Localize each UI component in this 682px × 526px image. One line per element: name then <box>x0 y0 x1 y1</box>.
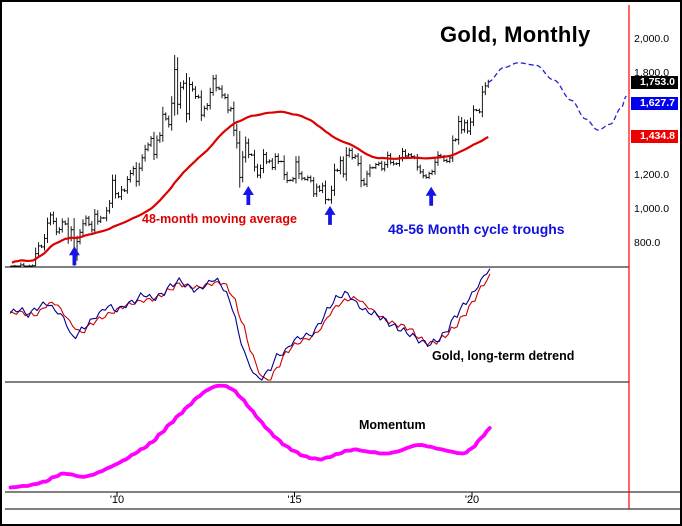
price-flag: 1,627.7 <box>631 97 678 111</box>
x-axis-ticks <box>116 492 473 497</box>
moving-average-annotation: 48-month moving average <box>142 212 297 226</box>
detrend-lines <box>9 268 491 381</box>
y-axis-tick-label: 1,800.0 <box>634 67 670 79</box>
panel-frame <box>5 5 680 510</box>
projection-line <box>487 62 627 131</box>
detrend-panel-label: Gold, long-term detrend <box>432 349 575 363</box>
y-axis-tick-label: 1,200.0 <box>634 169 670 181</box>
price-flags: 1,753.0 1,627.7 1,434.8 <box>631 2 680 524</box>
momentum-panel-label: Momentum <box>359 418 426 432</box>
up-arrow-icon <box>242 185 254 205</box>
price-flag: 1,753.0 <box>631 75 678 89</box>
up-arrow-icon <box>425 186 437 206</box>
momentum-line <box>8 383 492 490</box>
cycle-troughs-annotation: 48-56 Month cycle troughs <box>388 221 565 237</box>
cycle-trough-arrows <box>68 185 437 266</box>
moving-average-line <box>11 110 489 264</box>
x-axis: '10 '15 '20 <box>2 494 680 508</box>
up-arrow-icon <box>324 205 336 225</box>
x-axis-tick-label: '20 <box>464 494 480 506</box>
up-arrow-icon <box>68 246 80 266</box>
y-axis: 2,000.0 1,800.0 1,200.0 1,000.0 800.0 <box>634 2 680 524</box>
y-axis-tick-label: 2,000.0 <box>634 33 670 45</box>
y-axis-tick-label: 1,000.0 <box>634 203 670 215</box>
chart-title: Gold, Monthly <box>440 22 591 47</box>
price-flag: 1,434.8 <box>631 130 678 144</box>
x-axis-tick-label: '10 <box>109 494 125 506</box>
x-axis-tick-label: '15 <box>287 494 302 506</box>
y-axis-tick-label: 800.0 <box>634 237 661 249</box>
